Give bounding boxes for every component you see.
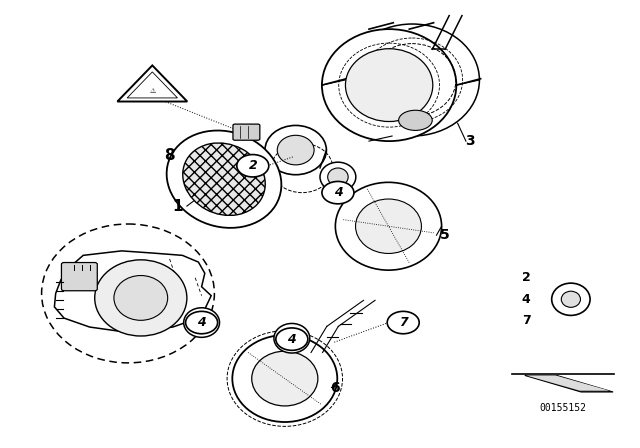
Text: 1: 1 [173,198,183,214]
Text: 4: 4 [522,293,531,306]
Ellipse shape [95,260,187,336]
Polygon shape [525,375,613,392]
Ellipse shape [282,329,302,347]
Text: 00155152: 00155152 [540,403,587,413]
Ellipse shape [274,323,310,353]
Polygon shape [526,375,609,391]
Ellipse shape [183,143,265,215]
Text: 2: 2 [248,159,257,172]
Text: 4: 4 [333,186,342,199]
Text: 8: 8 [164,148,175,164]
Text: 5: 5 [440,228,450,242]
Ellipse shape [328,168,348,186]
Text: 3: 3 [465,134,476,148]
Ellipse shape [561,291,580,307]
Ellipse shape [265,125,326,175]
Ellipse shape [322,29,456,141]
Ellipse shape [320,162,356,192]
Circle shape [276,328,308,350]
Ellipse shape [277,135,314,165]
Ellipse shape [356,199,421,254]
Ellipse shape [184,308,220,337]
Text: 4: 4 [287,332,296,346]
Ellipse shape [114,276,168,320]
Ellipse shape [552,283,590,315]
Circle shape [237,155,269,177]
Text: ⚠: ⚠ [149,88,156,94]
Circle shape [186,311,218,334]
Ellipse shape [345,24,479,136]
Circle shape [322,181,354,204]
FancyBboxPatch shape [233,124,260,140]
Text: 7: 7 [399,316,408,329]
Ellipse shape [232,335,337,422]
Text: 4: 4 [197,316,206,329]
Ellipse shape [346,49,433,121]
Ellipse shape [399,110,432,130]
Ellipse shape [166,130,282,228]
FancyBboxPatch shape [61,263,97,291]
Polygon shape [117,65,188,102]
Text: 6: 6 [330,381,340,396]
Ellipse shape [252,351,318,406]
Ellipse shape [335,182,442,270]
Polygon shape [54,251,211,332]
Ellipse shape [191,314,212,332]
Text: 2: 2 [522,271,531,284]
Circle shape [387,311,419,334]
Text: 7: 7 [522,314,531,327]
